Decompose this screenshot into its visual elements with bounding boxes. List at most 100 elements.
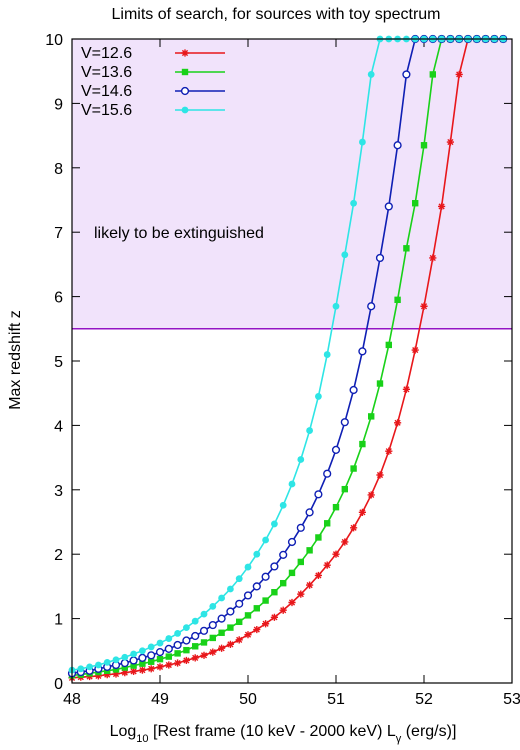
data-point — [288, 598, 296, 607]
data-point — [350, 465, 357, 472]
data-point — [384, 202, 393, 211]
data-point — [200, 651, 208, 659]
data-point — [244, 612, 252, 619]
data-point — [121, 653, 129, 661]
data-point — [323, 469, 332, 478]
data-point — [130, 662, 137, 669]
data-point — [358, 508, 366, 516]
x-tick-label: 50 — [239, 691, 257, 708]
data-point — [218, 594, 226, 602]
data-point — [262, 536, 269, 544]
data-point — [174, 659, 182, 667]
data-point — [129, 656, 138, 665]
data-point — [359, 440, 366, 448]
legend-marker — [181, 68, 189, 76]
data-point — [375, 253, 385, 263]
data-point — [358, 347, 367, 356]
data-point — [227, 585, 234, 593]
y-axis-label: Max redshift z — [7, 310, 24, 410]
data-point — [139, 660, 146, 667]
data-point — [112, 670, 120, 678]
data-point — [271, 588, 278, 596]
data-point — [183, 646, 190, 654]
data-point — [340, 418, 349, 427]
x-tick-label: 51 — [327, 691, 345, 708]
data-point — [341, 538, 349, 546]
data-point — [139, 647, 146, 655]
x-axis-label: Log10 [Rest frame (10 keV - 2000 keV) Lγ… — [110, 723, 457, 745]
y-tick-label: 1 — [54, 612, 63, 629]
data-point — [438, 202, 446, 211]
extinction-region — [72, 39, 512, 329]
data-point — [429, 71, 436, 78]
data-point — [455, 70, 463, 79]
series-layer — [67, 34, 508, 682]
data-point — [148, 658, 155, 665]
legend: V=12.6 V=13.6 V=14.6 V=15.6 — [81, 45, 225, 119]
data-point — [403, 245, 410, 252]
data-point — [253, 605, 260, 612]
data-point — [112, 656, 120, 664]
data-point — [94, 672, 102, 680]
y-tick-label: 8 — [54, 161, 63, 178]
x-tick-label: 49 — [151, 691, 169, 708]
data-point — [209, 648, 217, 656]
legend-label: V=14.6 — [81, 83, 132, 100]
data-point — [199, 626, 209, 635]
data-point — [385, 447, 393, 455]
data-point — [235, 599, 244, 608]
data-point — [174, 650, 181, 657]
data-point — [411, 346, 419, 354]
x-tick-label: 52 — [415, 691, 433, 708]
data-point — [332, 302, 340, 310]
data-point — [323, 561, 331, 569]
data-point — [297, 456, 305, 463]
data-point — [402, 70, 411, 79]
data-point — [279, 550, 288, 559]
data-point — [103, 671, 111, 679]
data-point — [253, 625, 261, 634]
data-point — [226, 640, 234, 648]
data-point — [218, 629, 225, 636]
data-point — [341, 485, 348, 493]
data-point — [402, 385, 410, 393]
data-point — [350, 199, 357, 207]
data-point — [183, 624, 190, 632]
legend-marker — [180, 86, 190, 96]
data-point — [192, 643, 199, 650]
data-point — [209, 634, 216, 642]
data-point — [138, 666, 146, 674]
x-tick-label: 53 — [503, 691, 520, 708]
data-point — [271, 520, 278, 528]
data-point — [217, 614, 226, 623]
data-point — [112, 666, 120, 673]
data-point — [86, 672, 94, 681]
x-axis-label-prefix: Log — [110, 723, 137, 740]
y-tick-label: 10 — [45, 32, 63, 49]
data-point — [120, 658, 129, 668]
data-point — [359, 138, 366, 146]
data-point — [306, 427, 313, 434]
data-point — [315, 534, 322, 541]
data-point — [182, 656, 190, 665]
data-point — [367, 302, 376, 311]
data-point — [236, 618, 243, 626]
data-point — [280, 579, 287, 587]
data-point — [147, 643, 155, 651]
data-point — [138, 653, 147, 662]
data-point — [235, 575, 243, 583]
data-point — [244, 563, 252, 571]
data-point — [147, 665, 155, 673]
data-point — [174, 630, 182, 637]
data-point — [244, 631, 252, 639]
data-point — [95, 661, 102, 669]
x-axis-label-middle: [Rest frame (10 keV - 2000 keV) L — [149, 723, 396, 740]
data-point — [376, 380, 384, 387]
data-point — [262, 597, 269, 604]
data-point — [323, 351, 331, 358]
y-tick-label: 7 — [54, 225, 63, 242]
x-axis-label-suffix: (erg/s)] — [401, 723, 456, 740]
data-point — [182, 636, 191, 645]
data-point — [191, 617, 199, 625]
axis-ticks: 48 49 50 51 52 53 0 1 2 3 4 5 6 7 8 9 10 — [45, 32, 520, 708]
